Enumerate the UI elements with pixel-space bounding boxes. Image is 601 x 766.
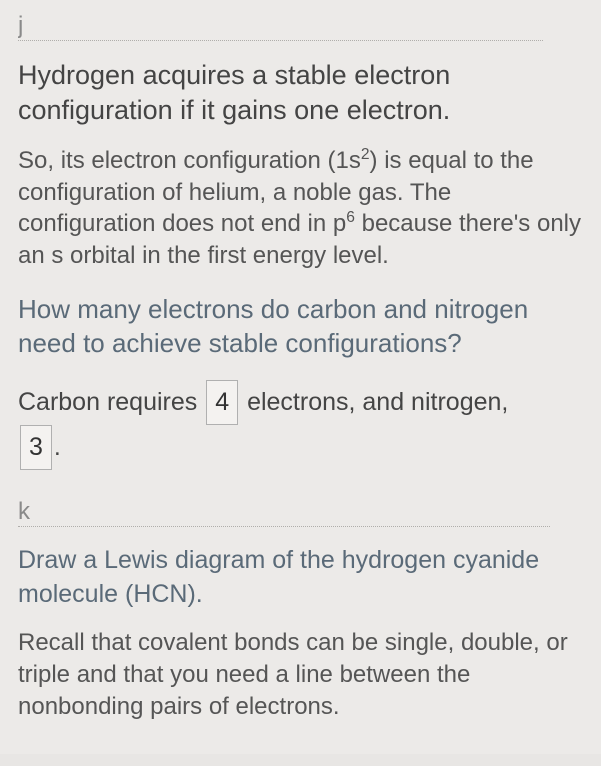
paragraph-k: Recall that covalent bonds can be single… (18, 627, 589, 722)
prompt-k: Draw a Lewis diagram of the hydrogen cya… (18, 544, 589, 612)
answer-box-carbon[interactable]: 4 (206, 380, 238, 425)
superscript-p6: 6 (346, 209, 355, 226)
answer-post: . (54, 433, 61, 461)
answer-box-nitrogen[interactable]: 3 (20, 425, 52, 470)
page: j Hydrogen acquires a stable electron co… (0, 0, 601, 754)
heading-j: Hydrogen acquires a stable electron conf… (18, 58, 589, 127)
para-j-pre: So, its electron configuration (1s (18, 147, 361, 174)
section-label-j: j (18, 12, 543, 41)
answer-j: Carbon requires 4 electrons, and nitroge… (18, 380, 589, 470)
paragraph-j: So, its electron configuration (1s2) is … (18, 145, 589, 272)
section-label-k: k (18, 498, 550, 527)
answer-mid: electrons, and nitrogen, (240, 388, 508, 416)
question-j: How many electrons do carbon and nitroge… (18, 292, 589, 361)
superscript-1s2: 2 (361, 146, 370, 163)
answer-pre: Carbon requires (18, 388, 204, 416)
